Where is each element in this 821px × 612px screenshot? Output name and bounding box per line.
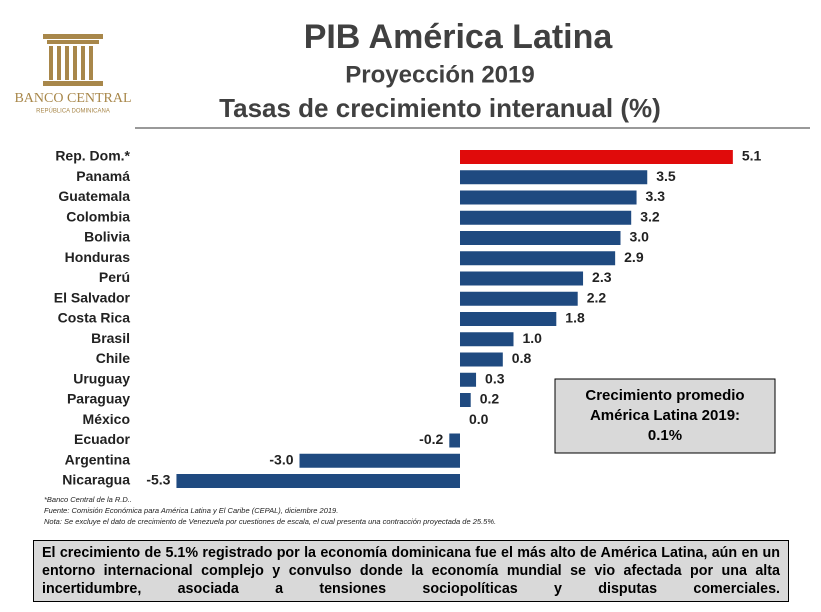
chart: BANCO CENTRAL REPÚBLICA DOMINICANA PIB A… [14,18,810,526]
value-label: -0.2 [419,431,443,447]
category-label: Uruguay [73,370,130,386]
category-label: México [83,411,130,427]
footnote: Nota: Se excluye el dato de crecimiento … [44,517,496,526]
logo-icon [43,34,103,86]
bar [460,372,477,387]
summary: El crecimiento de 5.1% registrado por la… [33,540,789,602]
annotation-text: América Latina 2019: [590,407,740,424]
category-label: Guatemala [58,188,130,204]
value-label: 3.2 [640,208,660,224]
value-label: 3.3 [646,188,666,204]
footnote: Fuente: Comisión Económica para América … [44,506,338,515]
bar [299,453,460,468]
value-label: 1.8 [565,310,585,326]
value-label: 3.0 [630,229,650,245]
value-label: -5.3 [146,472,170,488]
value-label: 2.9 [624,249,644,265]
bar [460,190,637,205]
category-label: Perú [99,269,130,285]
bar [460,352,503,367]
value-label: 0.8 [512,350,532,366]
annotation-text: 0.1% [648,427,682,444]
chart-subtitle: Tasas de crecimiento interanual (%) [219,93,661,123]
logo-subtitle: REPÚBLICA DOMINICANA [36,108,110,115]
category-label: El Salvador [54,289,131,305]
category-label: Chile [96,350,130,366]
category-label: Colombia [66,208,130,224]
annotation-text: Crecimiento promedio [585,387,744,404]
bar [176,474,460,488]
bar [460,271,584,286]
bar [460,332,514,347]
bar [460,312,557,326]
chart-subtitle: Proyección 2019 [345,61,534,88]
bar [460,210,632,225]
bar [460,291,578,306]
logo-name: BANCO CENTRAL [14,91,131,106]
category-label: Rep. Dom.* [55,148,130,164]
bar [460,231,621,245]
category-label: Nicaragua [62,472,130,488]
category-label: Argentina [65,451,131,467]
category-label: Panamá [76,168,130,184]
value-label: 2.2 [587,289,607,305]
bar [460,251,616,266]
bar [460,393,471,407]
category-label: Bolivia [84,229,130,245]
bar [460,170,648,185]
category-label: Brasil [91,330,130,346]
value-label: 5.1 [742,148,762,164]
value-label: 2.3 [592,269,612,285]
category-label: Paraguay [67,391,130,407]
category-label: Honduras [65,249,131,265]
value-label: 3.5 [656,168,676,184]
value-label: -3.0 [269,451,293,467]
value-label: 0.3 [485,370,505,386]
value-label: 0.0 [469,411,489,427]
category-label: Ecuador [74,431,131,447]
bar [460,150,733,164]
annotation-box [554,378,776,454]
footnote: *Banco Central de la R.D.. [44,495,132,504]
value-label: 1.0 [523,330,543,346]
category-label: Costa Rica [58,310,131,326]
bar [449,433,460,448]
value-label: 0.2 [480,391,500,407]
chart-title: PIB América Latina [304,18,614,56]
